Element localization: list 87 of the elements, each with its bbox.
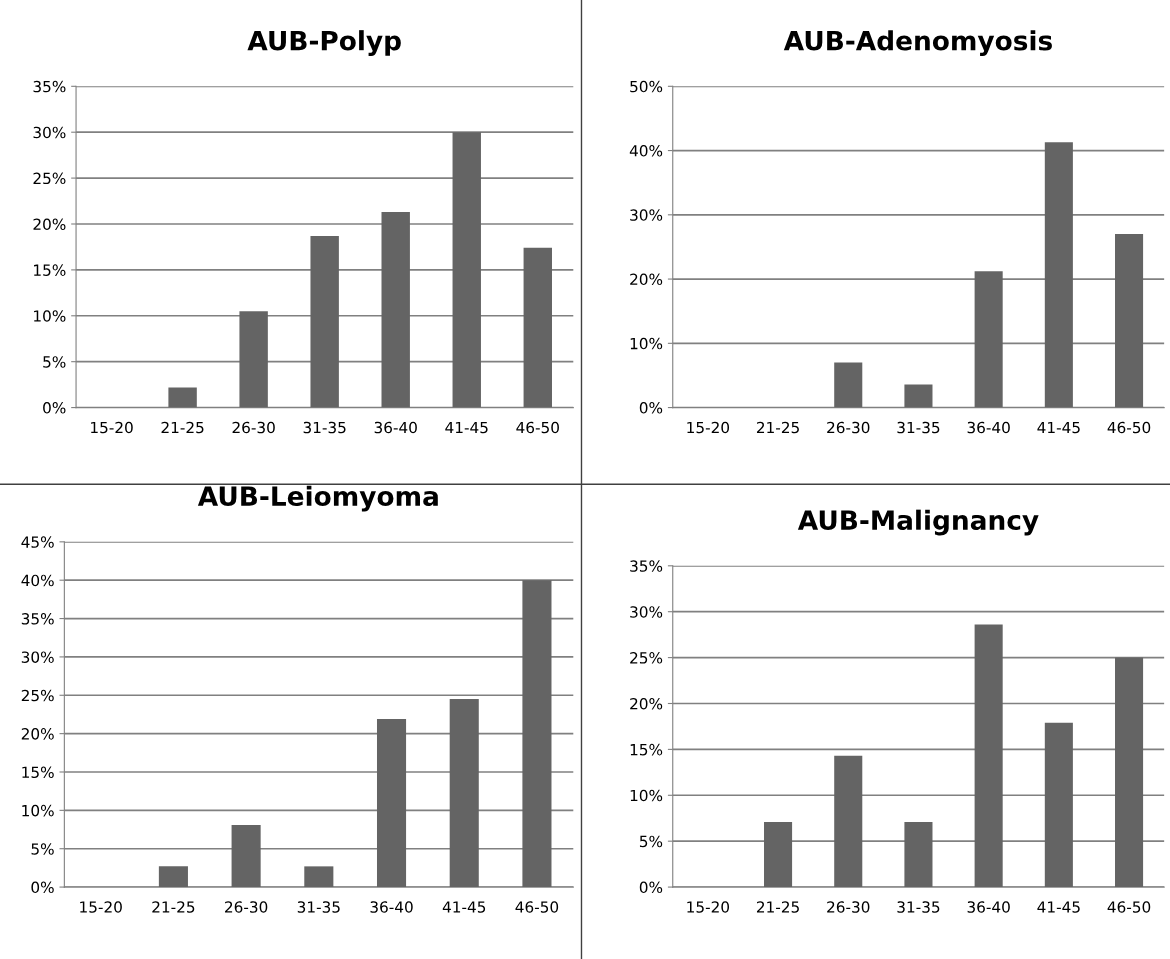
y-tick-label: 30%: [630, 606, 663, 618]
bar: [168, 387, 197, 408]
y-tick-label: 35%: [21, 613, 54, 625]
x-tick-label: 26-30: [225, 901, 268, 913]
x-tick-label: 41-45: [1037, 901, 1080, 913]
x-tick-label: 31-35: [897, 421, 940, 434]
y-tick-label: 30%: [630, 209, 663, 221]
bar: [974, 271, 1003, 408]
x-tick-label: 36-40: [967, 421, 1010, 434]
x-tick-label: 15-20: [80, 901, 122, 913]
y-tick-label: 10%: [630, 789, 663, 802]
bar: [764, 821, 793, 888]
y-tick-label: 20%: [33, 218, 66, 231]
bar: [449, 699, 479, 888]
bar: [304, 866, 334, 888]
y-tick-label: 5%: [31, 843, 54, 855]
x-tick-label: 46-50: [1107, 421, 1151, 434]
x-tick-label: 41-45: [445, 421, 488, 434]
y-tick-label: 40%: [629, 145, 663, 157]
x-tick-label: 26-30: [827, 901, 870, 913]
x-tick-label: 26-30: [232, 421, 275, 434]
y-tick-label: 20%: [630, 273, 663, 286]
x-tick-label: 21-25: [152, 901, 195, 913]
x-tick-label: 41-45: [442, 901, 486, 913]
y-tick-label: 0%: [31, 881, 54, 894]
x-tick-label: 31-35: [897, 901, 940, 913]
chart-title: AUB-Leiomyoma: [197, 485, 438, 512]
y-tick-label: 25%: [21, 689, 54, 702]
bar: [158, 866, 188, 888]
bar: [904, 384, 933, 408]
y-tick-label: 5%: [639, 835, 663, 848]
y-tick-label: 30%: [33, 126, 66, 139]
y-tick-label: 0%: [639, 402, 663, 414]
bar: [904, 821, 933, 888]
y-tick-label: 15%: [630, 743, 663, 756]
bar: [523, 247, 552, 408]
x-tick-label: 36-40: [374, 421, 417, 434]
bar: [381, 212, 410, 408]
y-tick-label: 25%: [33, 172, 66, 185]
bar: [834, 755, 863, 888]
x-tick-label: 15-20: [687, 901, 730, 913]
x-tick-label: 31-35: [297, 901, 340, 913]
bar: [974, 624, 1003, 888]
chart-title: AUB-Adenomyosis: [783, 30, 1052, 56]
chart-title: AUB-Malignancy: [797, 509, 1039, 536]
bar: [1115, 657, 1144, 888]
y-tick-label: 20%: [21, 728, 54, 740]
y-tick-label: 10%: [34, 310, 66, 322]
bar: [376, 719, 407, 888]
x-tick-label: 26-30: [827, 421, 870, 434]
x-tick-label: 46-50: [1107, 901, 1151, 913]
bar: [522, 580, 552, 888]
bar: [239, 311, 268, 408]
y-tick-label: 5%: [43, 356, 66, 368]
x-tick-label: 36-40: [967, 901, 1010, 913]
y-tick-label: 0%: [639, 881, 663, 894]
y-tick-label: 35%: [630, 560, 663, 572]
y-tick-label: 10%: [22, 804, 54, 817]
bar: [834, 362, 863, 408]
y-tick-label: 15%: [22, 766, 54, 779]
y-tick-label: 25%: [630, 652, 663, 664]
y-tick-label: 15%: [34, 264, 66, 276]
x-tick-label: 15-20: [91, 421, 133, 434]
x-tick-label: 31-35: [303, 421, 346, 434]
x-tick-label: 46-50: [516, 421, 559, 434]
x-tick-label: 46-50: [515, 901, 559, 913]
y-tick-label: 35%: [33, 80, 66, 93]
bar: [1115, 234, 1144, 408]
y-tick-label: 45%: [21, 536, 54, 548]
x-tick-label: 41-45: [1037, 421, 1080, 434]
y-tick-label: 50%: [630, 80, 663, 93]
y-tick-label: 10%: [630, 337, 663, 350]
y-tick-label: 0%: [43, 402, 66, 414]
x-tick-label: 15-20: [687, 421, 730, 434]
y-tick-label: 40%: [21, 574, 54, 587]
bar: [1044, 722, 1073, 888]
bar: [1044, 142, 1073, 408]
bar: [452, 132, 481, 408]
y-tick-label: 20%: [630, 697, 663, 710]
bar: [231, 824, 261, 888]
y-tick-label: 30%: [21, 651, 54, 663]
x-tick-label: 36-40: [370, 901, 413, 913]
x-tick-label: 21-25: [161, 421, 204, 434]
bar: [310, 235, 339, 408]
chart-title: AUB-Polyp: [247, 30, 401, 56]
x-tick-label: 21-25: [756, 421, 799, 434]
x-tick-label: 21-25: [756, 901, 799, 913]
